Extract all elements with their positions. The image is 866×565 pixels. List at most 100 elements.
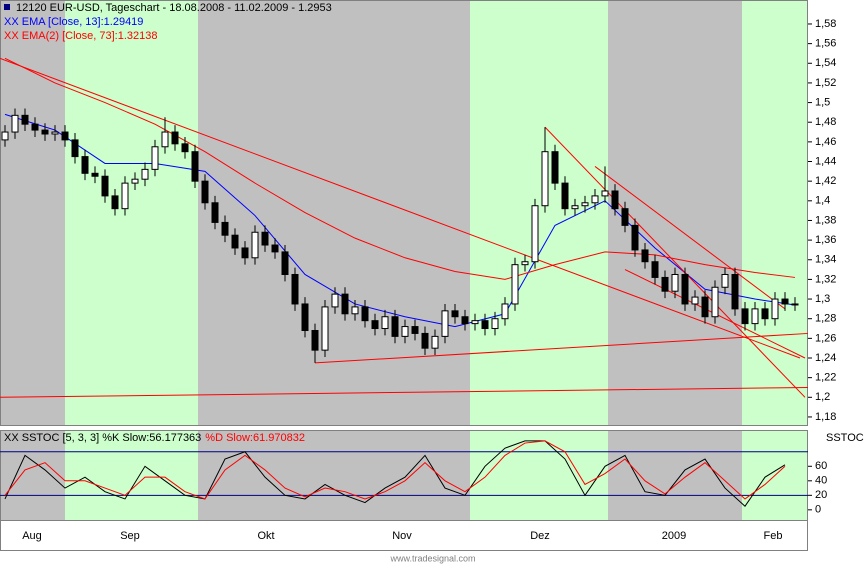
trendline	[0, 386, 809, 398]
y-tick-label: 1,42	[815, 175, 836, 187]
y-tick-label: 1,58	[815, 18, 836, 30]
y-tick-label: 1,18	[815, 411, 836, 423]
candle-body	[501, 303, 509, 320]
symbol-icon	[4, 4, 10, 10]
y-tick-label: 1,5	[815, 96, 830, 108]
candle-body	[141, 168, 149, 180]
candle-body	[761, 308, 769, 320]
indicator-line	[4, 113, 796, 328]
candle-body	[431, 335, 439, 349]
candle-body	[31, 123, 39, 131]
candle-body	[711, 286, 719, 318]
footer: www.tradesignal.com	[389, 553, 475, 563]
candle-body	[331, 293, 339, 308]
y-tick-label: 1,48	[815, 116, 836, 128]
y-tick-label: 1,36	[815, 234, 836, 246]
candle-body	[351, 306, 359, 315]
y-tick-label: 1,24	[815, 352, 836, 364]
candle-body	[461, 316, 469, 325]
candle-body	[311, 329, 319, 351]
chart-title: 12120 EUR-USD, Tageschart - 18.08.2008 -…	[16, 2, 332, 14]
candle-body	[411, 326, 419, 334]
candle-body	[521, 261, 529, 266]
y-tick-label: 1,22	[815, 372, 836, 384]
candle-body	[271, 244, 279, 253]
candle-body	[791, 303, 799, 306]
candle-body	[581, 202, 589, 207]
candle-body	[481, 320, 489, 330]
stoch-title: SSTOC	[826, 432, 864, 444]
trendline	[544, 126, 806, 398]
candle-body	[301, 303, 309, 331]
y-tick-label: 1,46	[815, 136, 836, 148]
candle-body	[131, 178, 139, 184]
candle-body	[171, 131, 179, 145]
candle-body	[591, 195, 599, 204]
candle-body	[21, 114, 29, 125]
candle-body	[1, 131, 9, 141]
y-tick-label: 1,3	[815, 293, 830, 305]
candle-body	[561, 182, 569, 210]
y-tick-label: 0	[815, 504, 821, 516]
y-tick-label: 1,28	[815, 313, 836, 325]
candle-body	[571, 205, 579, 210]
y-tick-label: 1,4	[815, 195, 830, 207]
candle-body	[681, 273, 689, 305]
y-tick-label: 1,34	[815, 254, 836, 266]
candle-body	[241, 247, 249, 259]
candle-body	[491, 318, 499, 330]
x-tick-label: Okt	[257, 530, 274, 542]
candle-body	[661, 276, 669, 292]
candle-body	[221, 221, 229, 236]
candle-body	[671, 273, 679, 292]
candle-body	[391, 316, 399, 337]
candle-body	[541, 151, 549, 207]
candle-body	[161, 131, 169, 148]
candle-body	[51, 131, 59, 135]
y-tick-label: 1,52	[815, 77, 836, 89]
candle-body	[81, 156, 89, 174]
trendline	[314, 332, 809, 364]
candle-body	[121, 182, 129, 210]
candle-body	[151, 146, 159, 170]
y-tick-label: 1,44	[815, 155, 836, 167]
candle-body	[91, 172, 99, 177]
candle-body	[601, 190, 609, 197]
candle-body	[631, 224, 639, 251]
candle-body	[111, 195, 119, 210]
candle-body	[61, 131, 69, 141]
candle-body	[471, 320, 479, 325]
candle-body	[191, 151, 199, 182]
candle-body	[691, 296, 699, 305]
indicator-line	[4, 440, 786, 500]
candle-body	[641, 249, 649, 263]
x-axis-frame	[0, 520, 808, 551]
month-bands	[0, 0, 808, 520]
candle-body	[751, 308, 759, 325]
candle-body	[741, 308, 749, 325]
y-tick-label: 1,56	[815, 38, 836, 50]
x-tick-label: Aug	[22, 530, 42, 542]
candle-body	[361, 306, 369, 322]
trendline	[594, 166, 786, 310]
candle-body	[41, 129, 49, 135]
candle-body	[371, 320, 379, 330]
y-tick-label: 60	[815, 460, 827, 472]
candle-body	[721, 273, 729, 288]
y-tick-label: 1,26	[815, 332, 836, 344]
candle-body	[651, 261, 659, 278]
candle-body	[251, 231, 259, 259]
price-frame	[0, 0, 808, 426]
y-tick-label: 1,32	[815, 273, 836, 285]
candle-body	[511, 264, 519, 305]
candle-body	[281, 251, 289, 275]
candle-body	[441, 310, 449, 337]
x-tick-label: Dez	[530, 530, 550, 542]
legend-ema73: XX EMA(2) [Close, 73]:1.32138	[4, 30, 157, 42]
stoch-legend-d: %D Slow:61.970832	[205, 432, 305, 444]
y-tick-label: 20	[815, 489, 827, 501]
candle-body	[341, 293, 349, 315]
candle-body	[181, 143, 189, 153]
candle-body	[531, 205, 539, 263]
candle-body	[771, 298, 779, 320]
